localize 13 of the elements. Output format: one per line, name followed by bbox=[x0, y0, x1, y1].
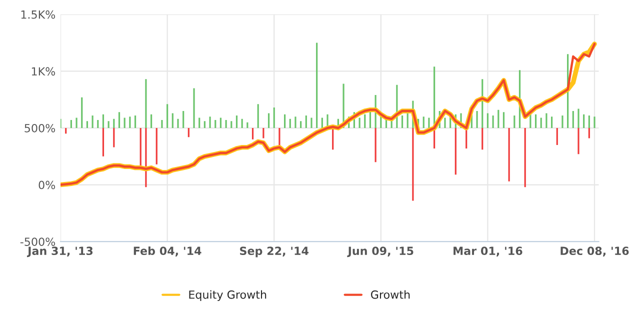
y-tick-label: 500% bbox=[24, 124, 56, 132]
x-tick-label: Dec 08, '16 bbox=[560, 246, 629, 256]
legend-label: Equity Growth bbox=[189, 290, 266, 301]
y-tick-label: 1.5K% bbox=[21, 10, 56, 19]
legend-label: Growth bbox=[370, 290, 410, 299]
x-tick-label: Feb 04, '14 bbox=[134, 246, 202, 256]
y-tick-label: 0% bbox=[38, 180, 56, 190]
x-tick-label: Jan 31, '13 bbox=[26, 246, 93, 258]
x-tick-label: Sep 22, '14 bbox=[240, 246, 308, 258]
y-tick-label: 1K% bbox=[32, 67, 56, 76]
y-tick-label: -500% bbox=[20, 238, 56, 246]
x-tick-label: Jun 09, '15 bbox=[347, 246, 414, 258]
x-tick-label: Mar 01, '16 bbox=[454, 246, 522, 256]
